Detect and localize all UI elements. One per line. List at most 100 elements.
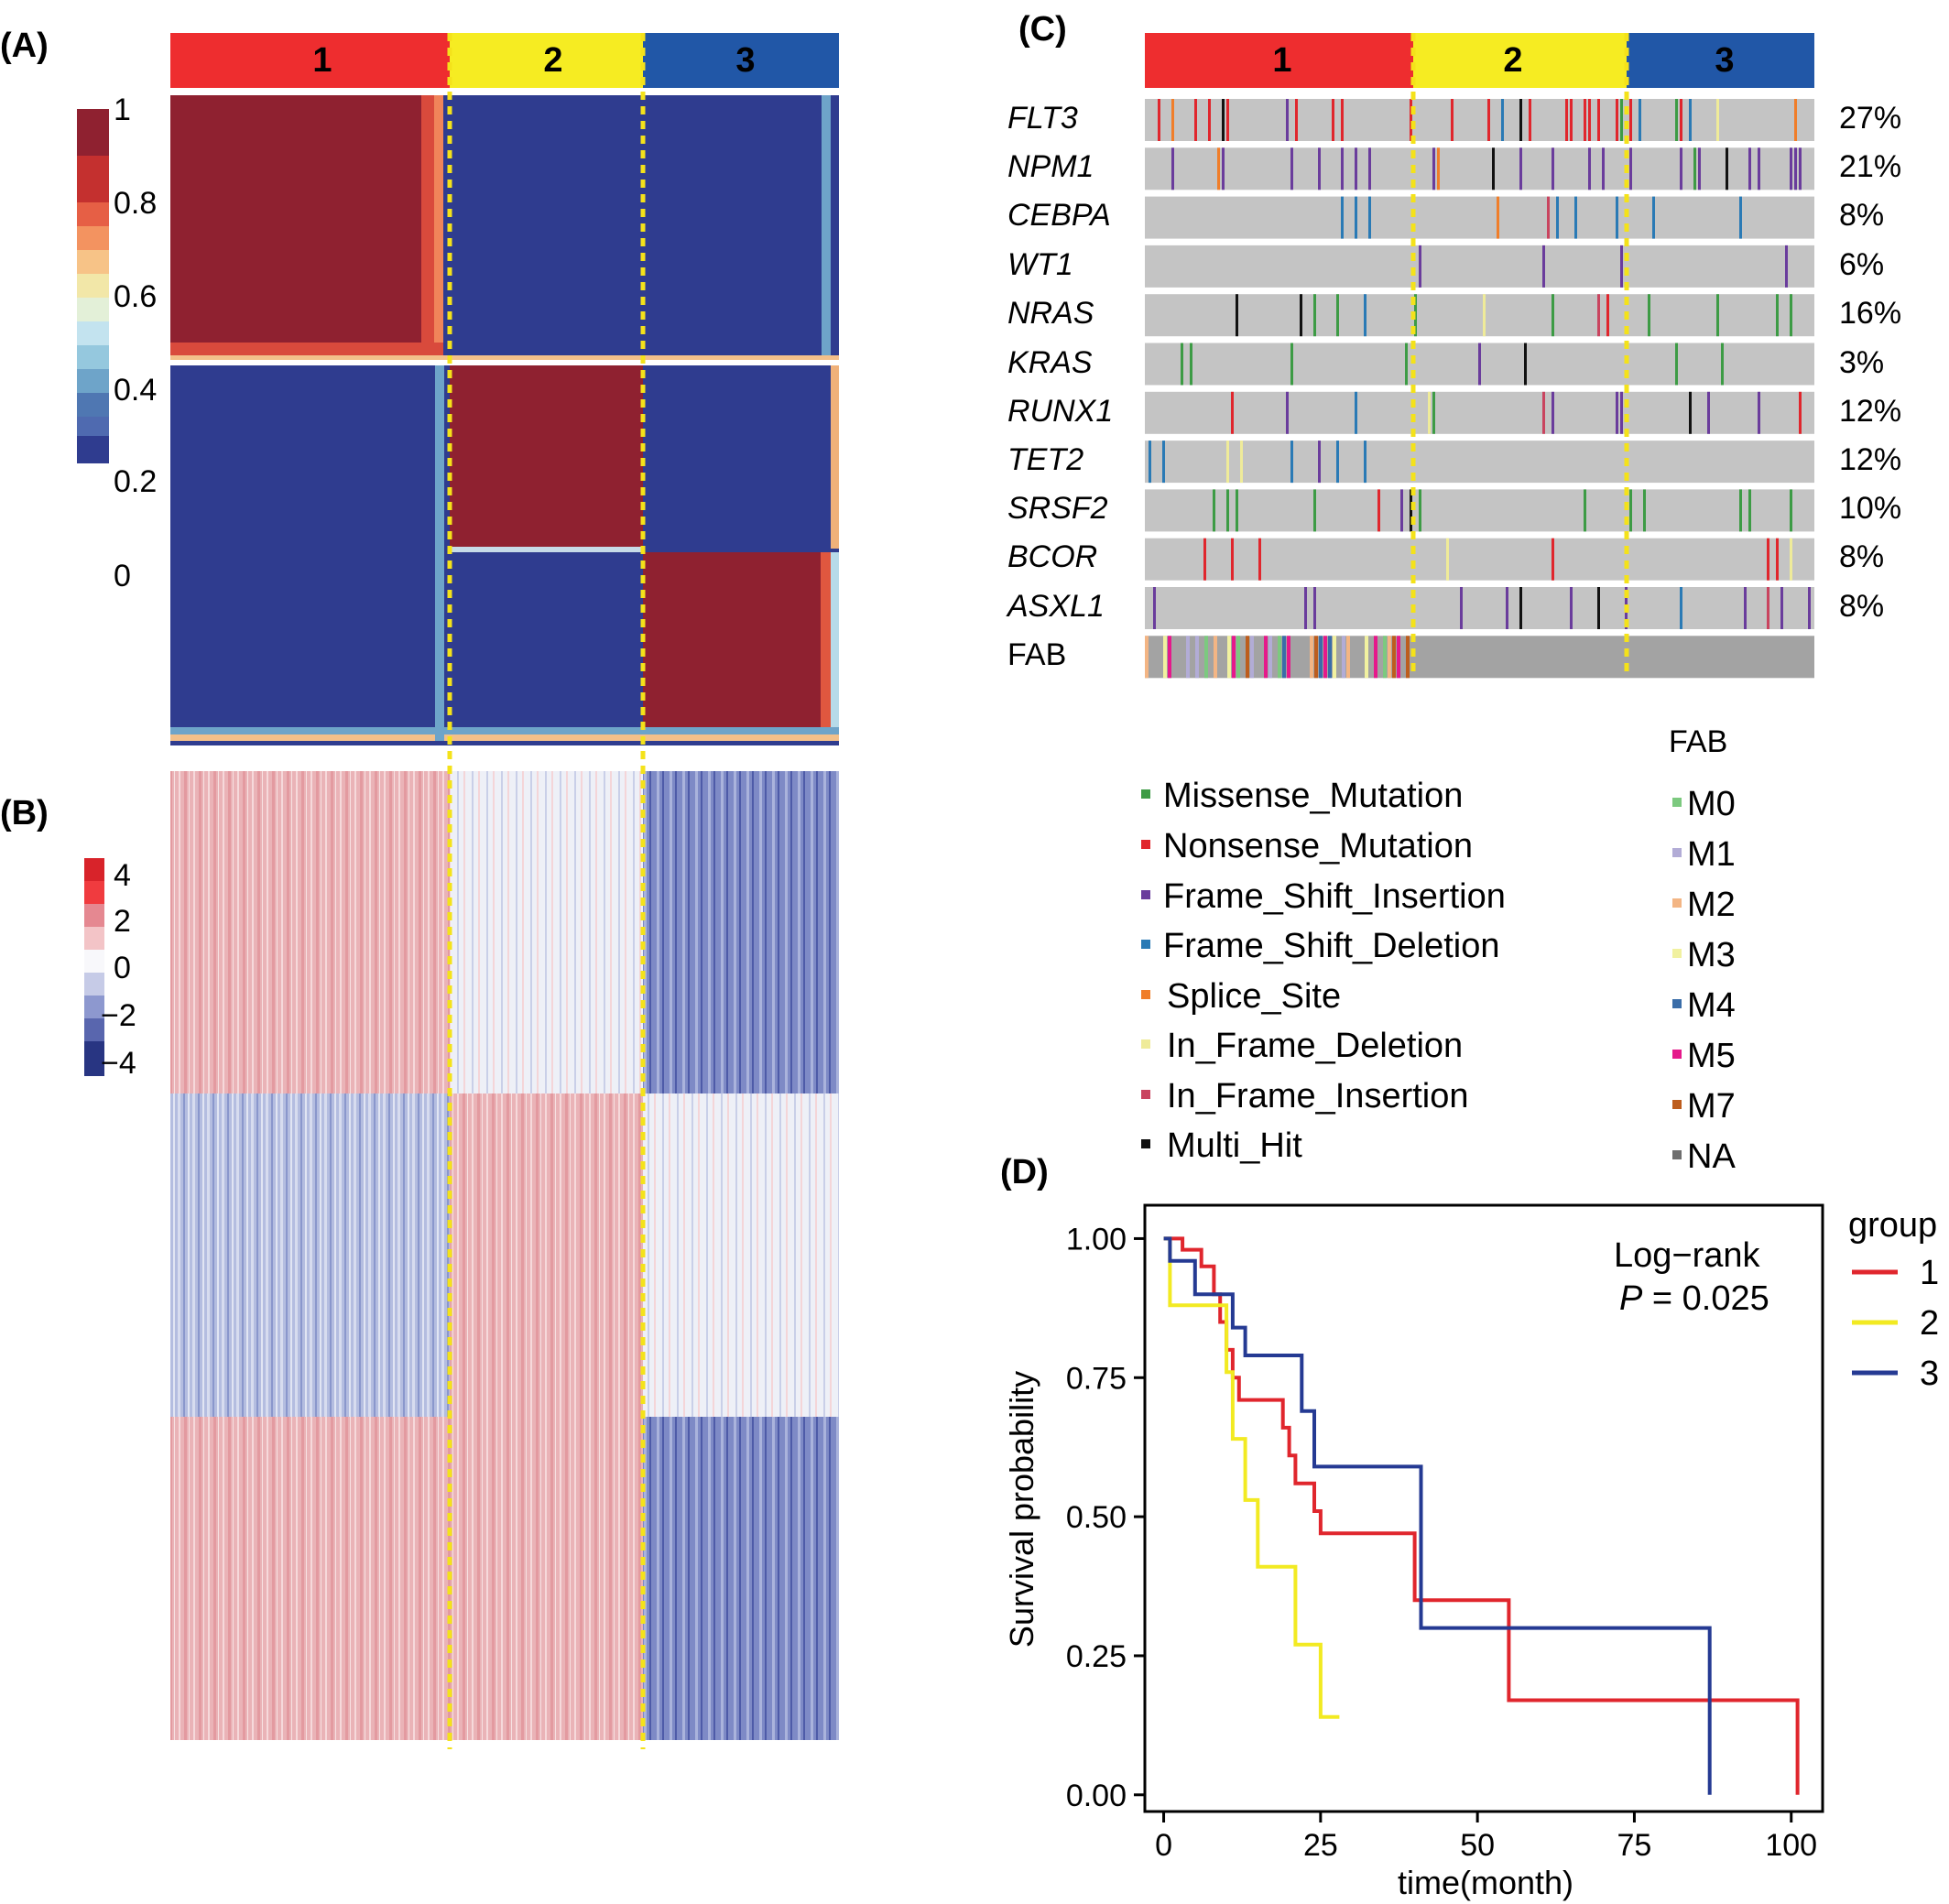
gene-pct: 16% [1839,296,1901,331]
heatmap-block-r3c1 [170,1417,450,1740]
mutation-mark [1222,147,1225,190]
mutation-mark [1519,587,1522,629]
gene-label: ASXL1 [1006,589,1105,624]
consensus-block-3 [643,552,831,732]
fab-label-na: NA [1687,1137,1736,1176]
mutation-mark [1616,391,1618,434]
mutation-mark [1226,441,1229,484]
mutation-mark [1639,99,1641,141]
cbar-b-tick-m2: −2 [101,998,136,1033]
heatmap-block-r2c3 [643,1093,839,1417]
annotation-pvalue: P = 0.025 [1619,1279,1769,1318]
mutation-mark [1313,587,1316,629]
legend-swatch-multi [1141,1139,1150,1148]
mutation-mark [1565,99,1568,141]
mutation-mark [1419,489,1421,532]
gene-pct: 12% [1839,394,1901,429]
mutation-mark [1432,147,1435,190]
mutation-mark [1236,294,1238,337]
mutation-mark [1648,294,1650,337]
cluster-bar-c-3 [1627,33,1814,88]
cbar-a-tick-02: 0.2 [114,464,157,499]
heatmap-block-r1c1 [170,771,450,1093]
fab-mark [1388,636,1391,679]
mutation-mark [1400,489,1403,532]
mutation-mark [1336,294,1339,337]
cluster-bar-c-2 [1413,33,1627,88]
fab-mark [1365,636,1368,679]
fab-mark [1333,636,1336,679]
legend-label-missense: Missense_Mutation [1163,777,1463,815]
fab-label-m2: M2 [1687,886,1736,924]
fab-label-m4: M4 [1687,986,1736,1025]
mutation-mark [1355,147,1357,190]
heatmap-block-r3c2 [450,1417,643,1740]
legend-label-fs-ins: Frame_Shift_Insertion [1163,877,1506,916]
oncoplot-row [1145,196,1814,239]
annotation-p-letter: P [1619,1279,1643,1318]
fab-mark [1214,636,1217,679]
fab-mark [1287,636,1290,679]
mutation-mark [1236,489,1238,532]
heatmap-block-r2c1 [170,1093,450,1417]
fab-mark [1186,636,1190,679]
cluster-bar-a-2 [450,33,643,88]
legend-label-fs-del: Frame_Shift_Deletion [1163,927,1500,965]
mutation-mark [1451,99,1454,141]
mutation-legend: Missense_Mutation Nonsense_Mutation Fram… [1141,777,1506,1165]
fab-label-m5: M5 [1687,1037,1736,1075]
cbar-a-tick-06: 0.6 [114,279,157,314]
mutation-mark [1377,489,1380,532]
expression-heatmap [170,771,839,1740]
fab-swatch-m0 [1672,798,1682,807]
axis-ticks: 0 25 50 75 100 0.00 0.25 0.50 0.75 1.00 [1066,1222,1817,1863]
mutation-mark [1542,245,1545,288]
mutation-mark [1584,99,1586,141]
x-tick-label: 50 [1460,1828,1495,1863]
oncoplot-row [1145,99,1814,141]
mutation-mark [1437,147,1440,190]
fab-swatch-na [1672,1150,1682,1159]
mutation-mark [1478,343,1481,386]
mutation-mark [1689,391,1692,434]
fab-mark [1145,636,1149,679]
cbar-b-tick-0: 0 [114,951,131,985]
panel-label-a: (A) [0,27,49,65]
legend-swatch-nonsense [1141,840,1150,849]
oncoplot-marks [1145,99,1811,679]
cluster-label-a-3: 3 [735,41,755,80]
km-curve-group-1 [1163,1236,1800,1795]
mutation-mark [1620,99,1623,141]
mutation-mark [1767,538,1769,581]
legend-swatch-fs-ins [1141,890,1150,899]
mutation-mark [1620,391,1623,434]
mutation-mark [1304,587,1307,629]
legend-swatch-missense [1141,789,1150,799]
fab-mark [1236,636,1240,679]
heatmap-block-r1c3 [643,771,839,1093]
mutation-mark [1620,245,1623,288]
mutation-mark [1652,196,1655,239]
legend-swatch-if-del [1141,1039,1150,1049]
legend-swatch-splice [1141,990,1150,999]
km-curve-group-3 [1163,1236,1712,1795]
fab-mark [1278,636,1281,679]
fab-row-label: FAB [1007,637,1066,672]
fab-swatch-m7 [1672,1100,1682,1109]
mutation-mark [1483,294,1486,337]
mutation-mark [1790,294,1792,337]
mutation-mark [1203,538,1206,581]
panel-label-b: (B) [0,794,49,832]
legend-label-if-del: In_Frame_Deletion [1167,1027,1463,1065]
mutation-mark [1213,489,1215,532]
mutation-mark [1368,147,1371,190]
mutation-mark [1785,245,1788,288]
mutation-mark [1790,147,1792,190]
mutation-mark [1680,99,1682,141]
mutation-mark [1597,294,1600,337]
mutation-mark [1149,441,1151,484]
mutation-mark [1460,587,1463,629]
mutation-mark [1194,99,1197,141]
mutation-mark [1675,99,1678,141]
